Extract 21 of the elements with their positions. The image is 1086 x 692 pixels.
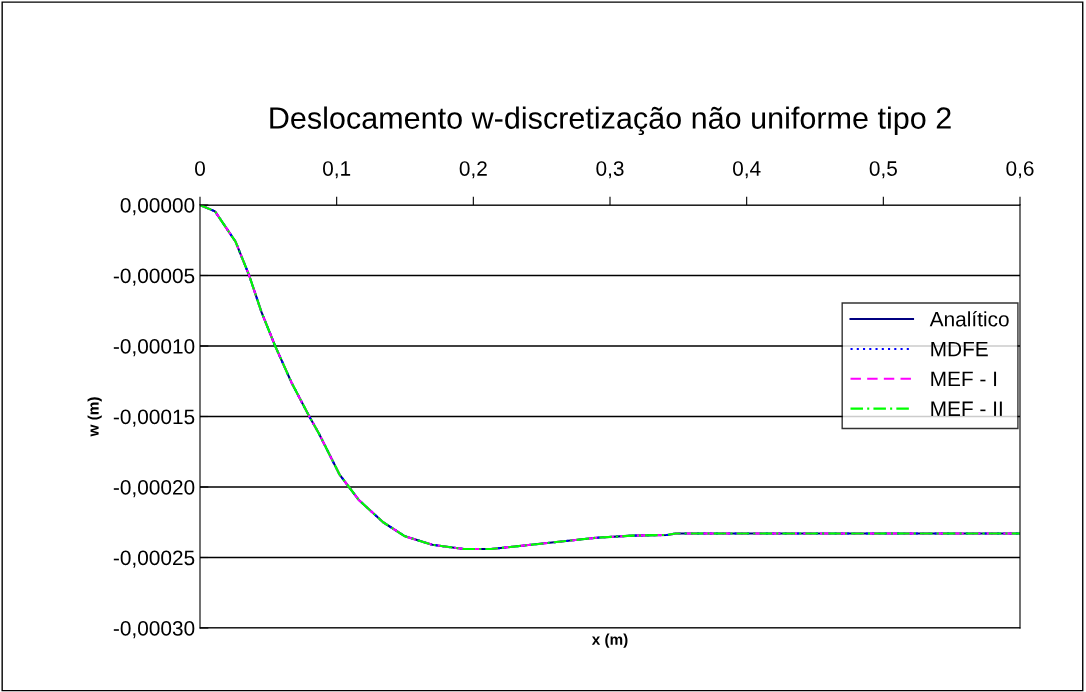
x-tick-label: 0: [195, 161, 205, 176]
legend-label: MEF - II: [931, 401, 1002, 416]
y-tick-label: -0,00010: [113, 339, 195, 357]
y-tick-label: -0,00025: [113, 550, 195, 568]
x-tick-label: 0,4: [733, 161, 761, 179]
x-tick-label: 0,1: [323, 161, 351, 179]
y-axis-title: w (m): [87, 397, 102, 437]
legend-label: MEF - I: [931, 371, 997, 387]
legend-label: MDFE: [931, 341, 988, 357]
y-tick-label: 0,00000: [120, 198, 195, 216]
y-tick-label: -0,00015: [113, 409, 195, 427]
x-axis-title: x (m): [591, 633, 628, 648]
x-tick-label: 0,2: [459, 161, 487, 179]
y-tick-label: -0,00020: [113, 480, 195, 498]
x-tick-label: 0,6: [1006, 161, 1034, 179]
y-tick-label: -0,00005: [113, 268, 195, 286]
x-tick-label: 0,3: [596, 161, 624, 179]
chart-title: Deslocamento w-discretização não uniforme tipo 2: [270, 106, 951, 136]
x-tick-label: 0,5: [869, 161, 897, 179]
legend-label: Analítico: [929, 311, 1009, 327]
y-tick-label: -0,00030: [113, 621, 195, 639]
